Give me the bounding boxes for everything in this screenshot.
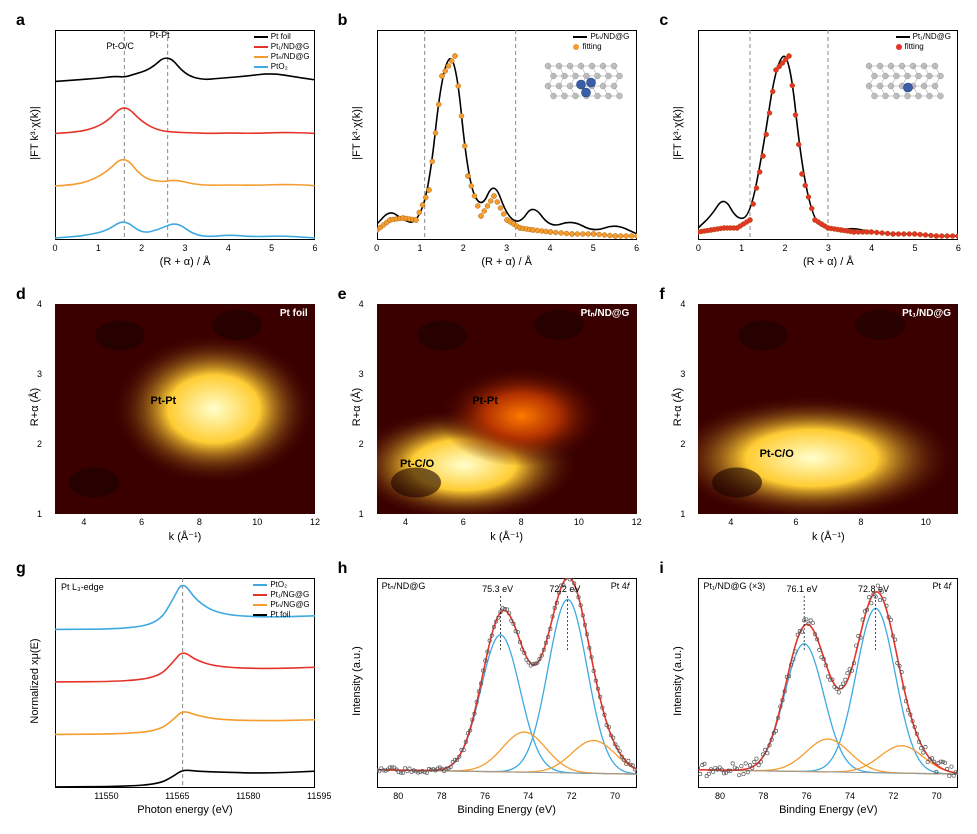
panel-label-a: a: [16, 12, 25, 30]
panel-label-d: d: [16, 286, 26, 304]
panel-b: b0123456(R + α) / Å|FT k³·χ(k)|Ptₙ/ND@Gf…: [332, 10, 646, 276]
panel-label-b: b: [338, 12, 348, 30]
panel-a: a0123456(R + α) / Å|FT k³·χ(k)|Pt-O/CPt-…: [10, 10, 324, 276]
panel-label-e: e: [338, 286, 347, 304]
panel-i: i807876747270Binding Energy (eV)Intensit…: [653, 558, 967, 824]
panel-f: f46810k (Å⁻¹)R+α (Å)1234Pt-C/OPt₁/ND@G: [653, 284, 967, 550]
panel-label-g: g: [16, 560, 26, 578]
figure-grid: a0123456(R + α) / Å|FT k³·χ(k)|Pt-O/CPt-…: [10, 10, 967, 824]
panel-g: g11550115651158011595Photon energy (eV)N…: [10, 558, 324, 824]
panel-h: h807876747270Binding Energy (eV)Intensit…: [332, 558, 646, 824]
panel-label-h: h: [338, 560, 348, 578]
panel-d: d4681012k (Å⁻¹)R+α (Å)1234Pt-PtPt foil: [10, 284, 324, 550]
panel-c: c0123456(R + α) / Å|FT k³·χ(k)|Pt₁/ND@Gf…: [653, 10, 967, 276]
panel-label-c: c: [659, 12, 668, 30]
panel-label-f: f: [659, 286, 664, 304]
panel-label-i: i: [659, 560, 663, 578]
panel-e: e4681012k (Å⁻¹)R+α (Å)1234Pt-C/OPt-PtPtₙ…: [332, 284, 646, 550]
